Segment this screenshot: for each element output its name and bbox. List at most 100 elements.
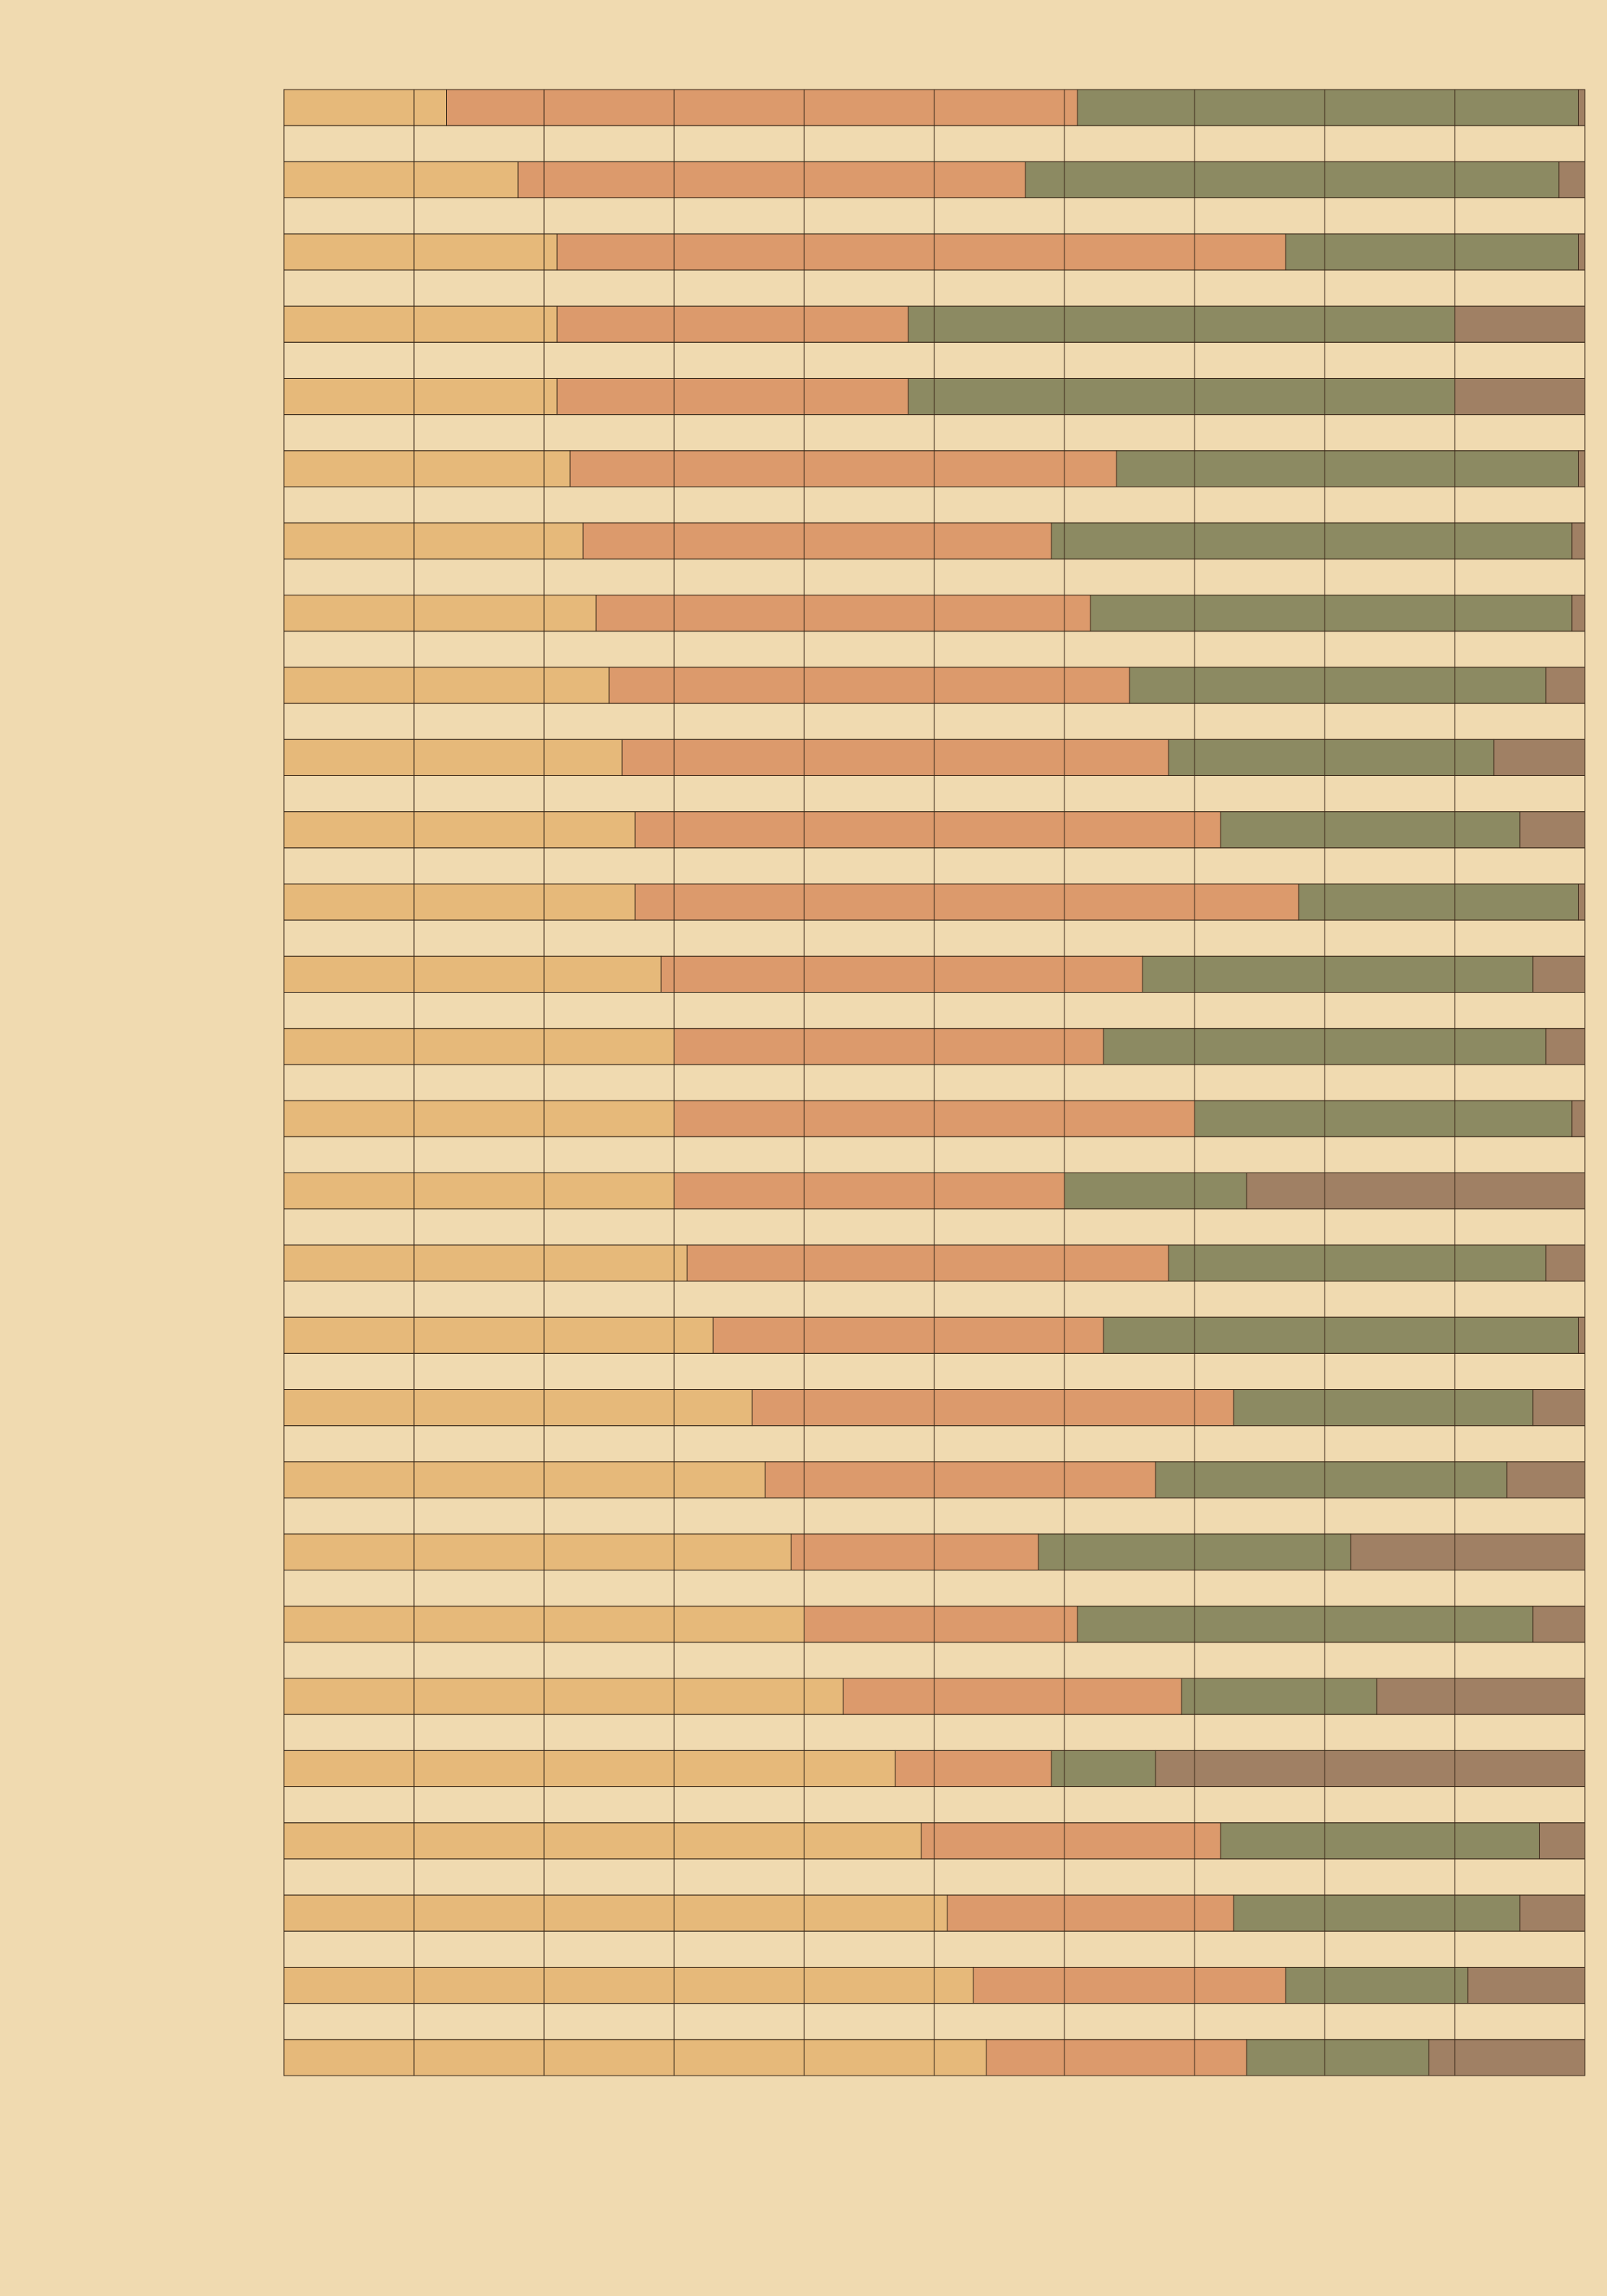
bar-segment [1532, 1606, 1586, 1643]
bar-segment [1090, 595, 1573, 632]
bar-segment [1545, 1028, 1586, 1065]
bar-segment [843, 1678, 1182, 1715]
bar-segment [1233, 1894, 1521, 1932]
bar-segment [283, 1822, 922, 1860]
bar-segment [1428, 2039, 1586, 2076]
bar-segment [1578, 883, 1586, 921]
bar-segment [1558, 161, 1586, 199]
bar-segment [1077, 89, 1579, 126]
bar-segment [1578, 1316, 1586, 1354]
bar-segment [986, 2039, 1247, 2076]
bar-segment [283, 161, 519, 199]
bar-segment [895, 1750, 1052, 1788]
bar-segment [283, 1244, 688, 1282]
bar-segment [283, 450, 571, 488]
bar-segment [1350, 1533, 1586, 1570]
bar-segment [283, 1750, 896, 1788]
bar-segment [1051, 1750, 1156, 1788]
bar-segment [582, 522, 1052, 559]
bar-segment [973, 1966, 1286, 2004]
bar-segment [283, 1389, 753, 1427]
bar-segment [1168, 739, 1495, 776]
bar-segment [283, 1894, 948, 1932]
bar-segment [634, 811, 1221, 849]
bar-segment [1467, 1966, 1586, 2004]
bar-segment [1571, 1100, 1586, 1137]
bar-segment [283, 522, 584, 559]
bar-segment [660, 955, 1143, 993]
bar-segment [283, 955, 662, 993]
bar-segment [283, 667, 610, 704]
bar-segment [1532, 1389, 1586, 1427]
bar-segment [569, 450, 1117, 488]
bar-segment [283, 1172, 675, 1210]
bar-segment [283, 305, 558, 343]
bar-segment [908, 377, 1455, 416]
bar-segment [283, 883, 636, 921]
bar-segment [1220, 811, 1521, 849]
bar-segment [1103, 1316, 1579, 1354]
bar-segment [283, 811, 636, 849]
bar-segment [1454, 305, 1586, 343]
bar-segment [764, 1461, 1156, 1499]
bar-segment [712, 1316, 1104, 1354]
bar-segment [283, 1461, 766, 1499]
bar-segment [1051, 522, 1573, 559]
bar-segment [1519, 811, 1586, 849]
bar-segment [1142, 955, 1534, 993]
bar-segment [673, 1028, 1104, 1065]
bar-segment [1545, 667, 1586, 704]
bar-segment [1532, 955, 1586, 993]
bar-segment [1077, 1606, 1534, 1643]
bar-segment [1155, 1750, 1586, 1788]
bar-segment [1025, 161, 1560, 199]
bar-segment [283, 89, 447, 126]
bar-segment [1454, 377, 1586, 416]
bar-segment [686, 1244, 1169, 1282]
bar-segment [751, 1389, 1234, 1427]
bar-segment [446, 89, 1078, 126]
bar-segment [1155, 1461, 1508, 1499]
bar-segment [621, 739, 1169, 776]
bar-segment [1506, 1461, 1586, 1499]
bar-segment [1194, 1100, 1573, 1137]
bar-segment [283, 1316, 714, 1354]
bar-segment [1571, 522, 1586, 559]
bar-segment [283, 233, 558, 271]
bar-segment [1246, 2039, 1429, 2076]
bar-segment [908, 305, 1455, 343]
bar-segment [283, 1678, 844, 1715]
bar-segment [595, 595, 1091, 632]
bar-segment [283, 1966, 974, 2004]
bar-segment [1168, 1244, 1547, 1282]
bar-segment [921, 1822, 1221, 1860]
bar-segment [1181, 1678, 1377, 1715]
bar-segment [790, 1533, 1039, 1570]
bar-segment [608, 667, 1130, 704]
bar-segment [283, 377, 558, 416]
bar-segment [1578, 450, 1586, 488]
bar-segment [517, 161, 1026, 199]
bar-segment [283, 1533, 792, 1570]
bar-segment [1246, 1172, 1586, 1210]
bar-segment [1545, 1244, 1586, 1282]
bar-segment [556, 233, 1286, 271]
bar-segment [283, 739, 623, 776]
bar-segment [283, 2039, 987, 2076]
bar-segment [283, 1100, 675, 1137]
bar-segment [1233, 1389, 1534, 1427]
bar-segment [673, 1172, 1065, 1210]
bar-segment [1116, 450, 1579, 488]
bar-segment [1285, 1966, 1468, 2004]
bar-segment [1539, 1822, 1586, 1860]
bar-segment [283, 595, 597, 632]
bar-segment [1220, 1822, 1540, 1860]
bar-segment [804, 1606, 1078, 1643]
bar-segment [1519, 1894, 1586, 1932]
bar-segment [1376, 1678, 1586, 1715]
bar-segment [556, 377, 909, 416]
bar-segment [1298, 883, 1579, 921]
